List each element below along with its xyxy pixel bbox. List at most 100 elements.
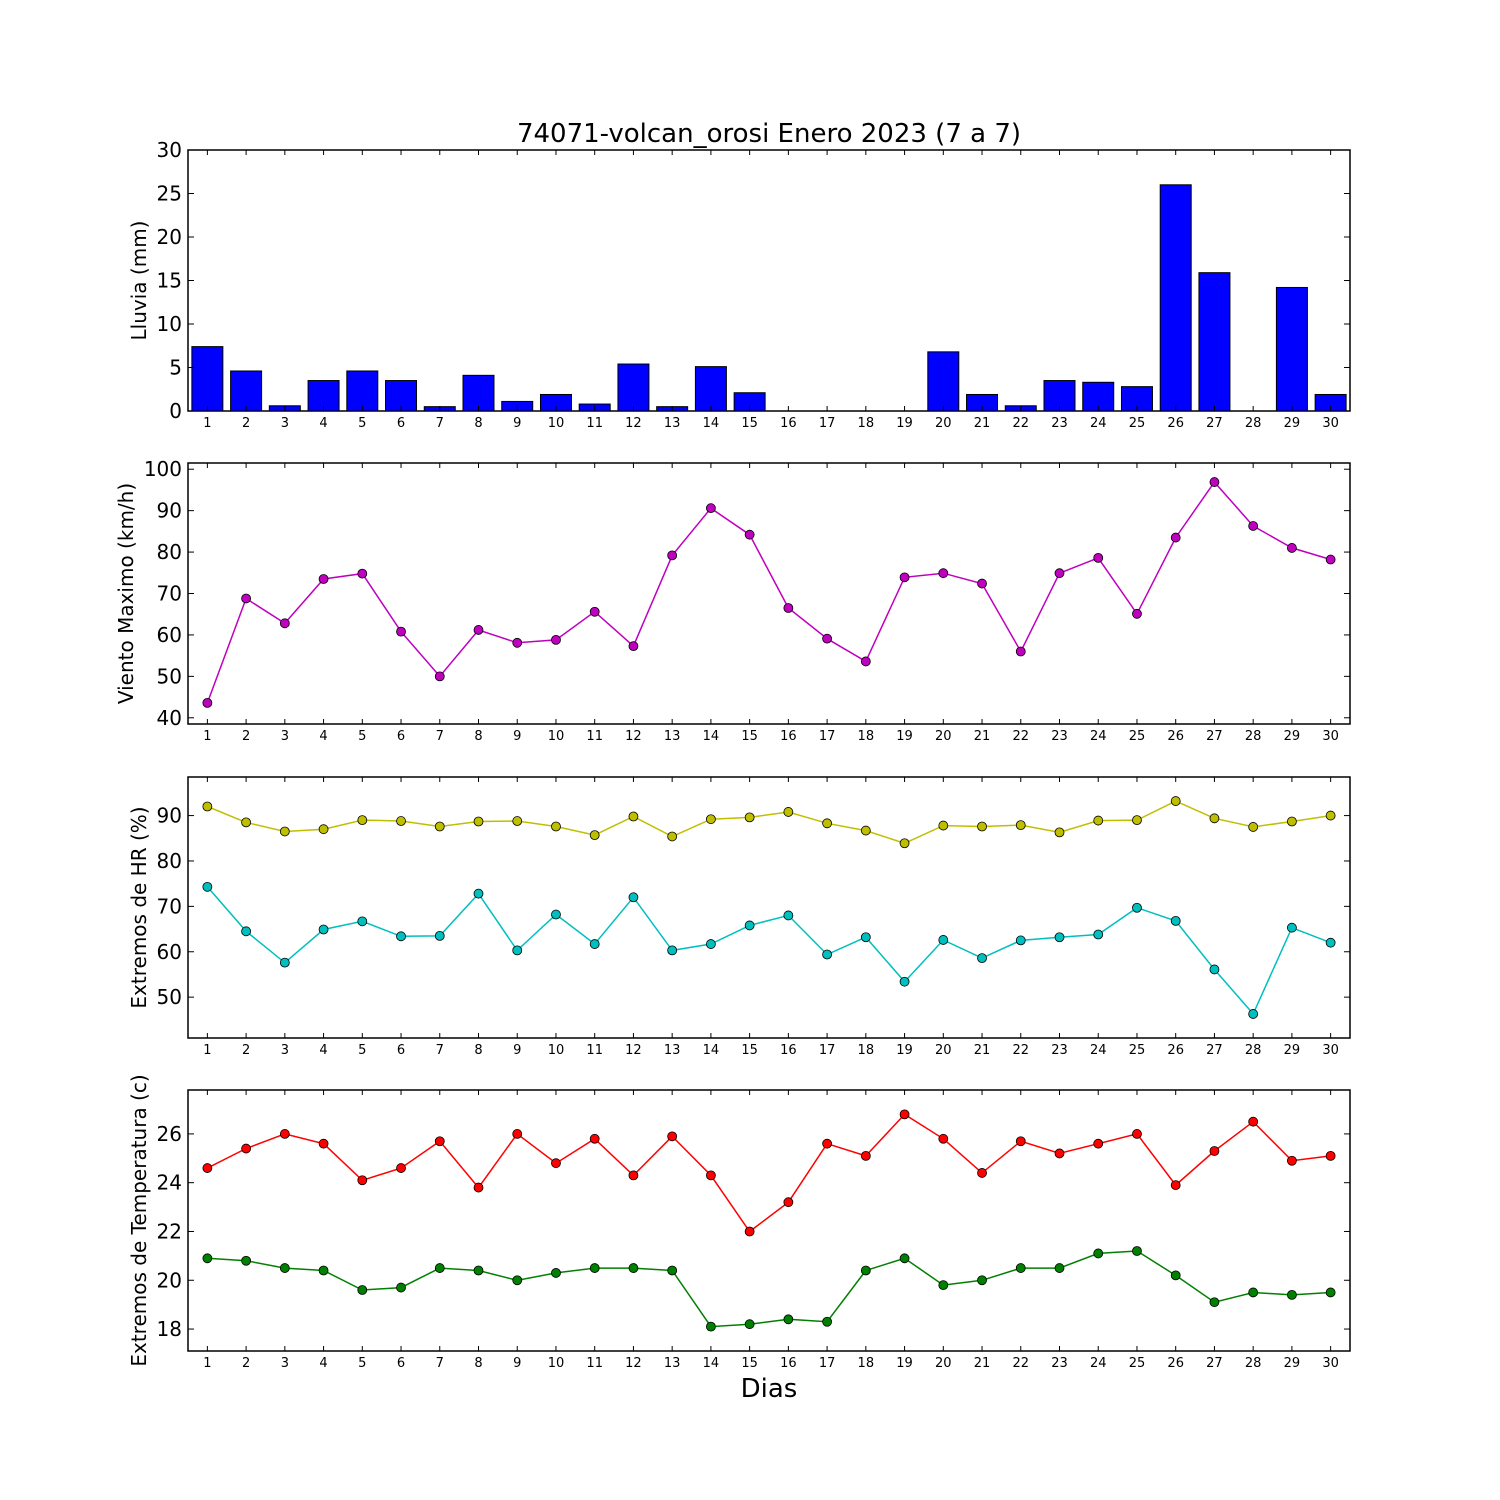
- rain-bar: [191, 346, 224, 412]
- x-tick-label: 22: [1012, 416, 1029, 431]
- temperature-point: [589, 1263, 600, 1273]
- humidity-point: [899, 838, 910, 849]
- wind-point: [396, 626, 406, 637]
- humidity-point: [589, 939, 600, 949]
- x-tick-label: 13: [664, 1356, 681, 1371]
- y-tick-label: 5: [169, 356, 182, 380]
- wind-point: [783, 603, 794, 613]
- x-tick-label: 7: [436, 416, 444, 431]
- x-tick-label: 8: [474, 1356, 482, 1371]
- temperature-point: [822, 1138, 832, 1149]
- x-tick-label: 3: [281, 729, 289, 744]
- x-tick-label: 30: [1322, 416, 1339, 431]
- temperature-point: [1054, 1263, 1065, 1273]
- temperature-point: [938, 1133, 949, 1144]
- x-tick-label: 4: [319, 1356, 327, 1371]
- x-tick-label: 9: [513, 416, 521, 431]
- wind-series-line: [206, 480, 1331, 704]
- humidity-point: [318, 824, 329, 835]
- x-tick-label: 18: [858, 416, 875, 431]
- x-tick-label: 21: [974, 1356, 991, 1371]
- temperature-point: [279, 1263, 290, 1273]
- temperature-point: [202, 1163, 213, 1173]
- temperature-point: [434, 1263, 445, 1273]
- temperature-point: [860, 1265, 871, 1276]
- x-tick-label: 21: [974, 416, 991, 431]
- temperature-point: [706, 1321, 716, 1332]
- y-tick-label: 90: [157, 499, 182, 523]
- rain-bars: [191, 184, 1347, 412]
- x-tick-label: 17: [819, 1356, 836, 1371]
- x-tick-label: 25: [1129, 1356, 1146, 1371]
- rain-bar: [385, 380, 418, 412]
- x-tick-label: 24: [1090, 416, 1107, 431]
- temperature-point: [628, 1170, 639, 1181]
- humidity-point: [473, 816, 484, 827]
- wind-series: [202, 477, 1336, 708]
- x-tick-label: 26: [1167, 1043, 1184, 1058]
- x-tick-label: 18: [858, 729, 875, 744]
- temperature-point: [1132, 1129, 1142, 1139]
- x-tick-label: 10: [548, 416, 565, 431]
- humidity-point: [434, 821, 445, 832]
- temperature-point: [241, 1255, 252, 1266]
- temperature-point: [1287, 1155, 1297, 1166]
- rain-bar: [307, 380, 340, 412]
- temperature-point: [1170, 1270, 1181, 1281]
- x-tick-label: 28: [1245, 729, 1262, 744]
- x-tick-label: 20: [935, 1043, 952, 1058]
- wind-point: [241, 593, 252, 604]
- temperature-point: [473, 1182, 484, 1193]
- y-tick-label: 10: [157, 312, 182, 336]
- wind-point: [706, 503, 716, 514]
- humidity-series-line: [206, 886, 1331, 1016]
- y-tick-label: 20: [157, 1268, 182, 1292]
- temperature-point: [1170, 1180, 1181, 1191]
- humidity-point: [357, 815, 368, 826]
- x-tick-label: 19: [896, 1356, 913, 1371]
- y-tick-label: 20: [157, 225, 182, 249]
- x-tick-label: 13: [664, 729, 681, 744]
- wind-x-axis: 1 2 3 4 5 6 7 8 9 10 11 12 13 14 15 16 17 18 19 20 21 22 23 24 2…: [203, 463, 1339, 744]
- x-tick-label: 11: [586, 1043, 603, 1058]
- x-tick-label: 27: [1206, 1043, 1223, 1058]
- humidity-point: [744, 812, 755, 823]
- wind-point: [473, 625, 484, 635]
- x-tick-label: 17: [819, 729, 836, 744]
- wind-point: [434, 671, 445, 682]
- x-tick-label: 6: [397, 1043, 405, 1058]
- x-tick-label: 2: [242, 416, 250, 431]
- humidity-point: [1209, 964, 1220, 975]
- temperature-point: [1093, 1248, 1104, 1259]
- x-tick-label: 8: [474, 416, 482, 431]
- temperature-point: [1325, 1150, 1336, 1161]
- humidity-point: [318, 924, 329, 935]
- humidity-point: [589, 830, 600, 841]
- humidity-point: [396, 931, 406, 942]
- temperature-point: [1093, 1138, 1104, 1149]
- x-tick-label: 29: [1284, 416, 1301, 431]
- x-tick-label: 28: [1245, 1356, 1262, 1371]
- x-tick-label: 25: [1129, 729, 1146, 744]
- x-tick-label: 2: [242, 1356, 250, 1371]
- humidity-point: [1093, 815, 1104, 826]
- humidity-point: [473, 888, 484, 899]
- humidity-point: [1248, 1009, 1259, 1019]
- temperature-point: [396, 1163, 406, 1173]
- temperature-point: [1248, 1287, 1259, 1298]
- temperature-point: [899, 1253, 910, 1264]
- rain-bar: [1275, 286, 1308, 412]
- x-tick-label: 23: [1051, 416, 1068, 431]
- x-tick-label: 1: [203, 729, 211, 744]
- x-tick-label: 30: [1322, 1043, 1339, 1058]
- temperature-point: [822, 1316, 832, 1327]
- temperature-point: [938, 1280, 949, 1291]
- x-tick-label: 10: [548, 729, 565, 744]
- x-tick-label: 19: [896, 416, 913, 431]
- x-tick-label: 24: [1090, 729, 1107, 744]
- rain-bar: [462, 374, 495, 412]
- humidity-point: [783, 910, 794, 921]
- x-tick-label: 23: [1051, 1356, 1068, 1371]
